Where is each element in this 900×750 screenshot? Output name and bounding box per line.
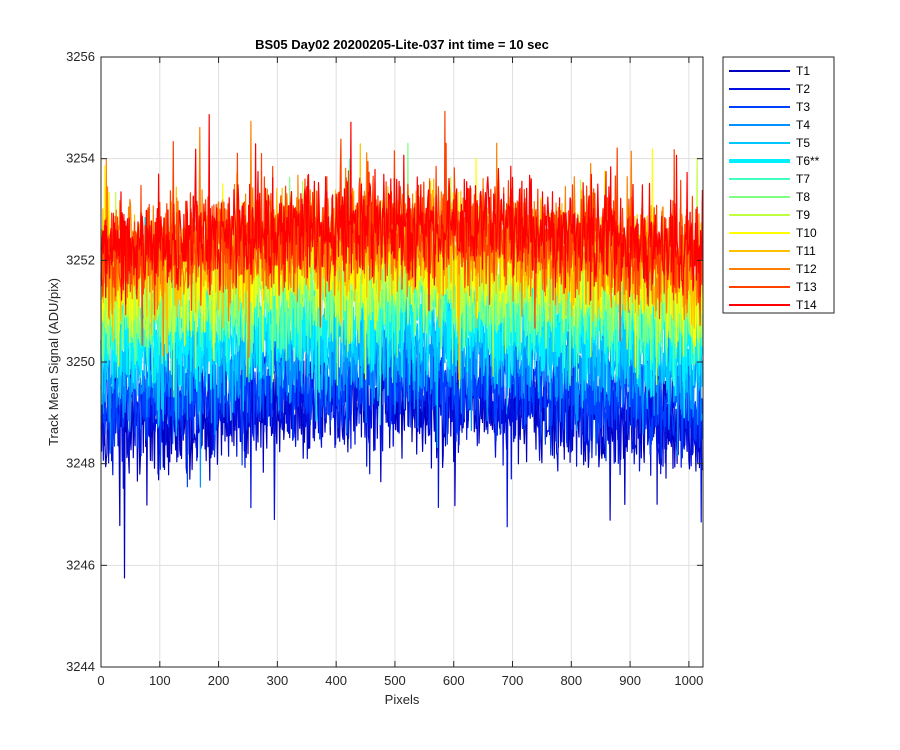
y-tick-label: 3252 (66, 252, 95, 267)
x-tick-label: 400 (325, 673, 347, 688)
legend-label: T4 (796, 118, 810, 132)
y-tick-label: 3246 (66, 557, 95, 572)
legend-label: T10 (796, 226, 817, 240)
legend-label: T1 (796, 64, 810, 78)
legend-label: T11 (796, 244, 816, 258)
legend-label: T8 (796, 190, 810, 204)
legend-label: T9 (796, 208, 810, 222)
legend-label: T12 (796, 262, 817, 276)
legend-label: T6** (796, 154, 820, 168)
x-tick-label: 900 (619, 673, 641, 688)
legend-box (722, 56, 835, 314)
y-tick-label: 3254 (66, 151, 95, 166)
legend-label: T3 (796, 100, 810, 114)
ticks: 0 100 200 300 400 500 600 700 800 900 1000 3244 3246… (66, 49, 703, 688)
y-axis-label: Track Mean Signal (ADU/pix) (46, 278, 61, 446)
legend-label: T2 (796, 82, 810, 96)
x-tick-label: 1000 (674, 673, 703, 688)
legend-label: T14 (796, 298, 817, 312)
legend: T1 T2 T3 T4 T5 T6** T7 T8 T9 T10 T11 T12 T13 T14 (722, 56, 835, 314)
x-tick-label: 600 (443, 673, 465, 688)
series-line-t14 (100, 113, 704, 312)
x-tick-label: 100 (149, 673, 171, 688)
legend-label: T5 (796, 136, 810, 150)
series-group (100, 110, 704, 579)
x-tick-label: 700 (502, 673, 524, 688)
x-tick-label: 800 (560, 673, 582, 688)
y-tick-label: 3248 (66, 456, 95, 471)
x-tick-label: 0 (97, 673, 104, 688)
legend-label: T13 (796, 280, 817, 294)
x-tick-label: 300 (267, 673, 289, 688)
y-tick-label: 3244 (66, 659, 95, 674)
y-tick-label: 3256 (66, 49, 95, 64)
x-axis-label: Pixels (385, 692, 420, 707)
chart-title: BS05 Day02 20200205-Lite-037 int time = … (255, 37, 549, 52)
x-tick-label: 200 (208, 673, 230, 688)
x-tick-label: 500 (384, 673, 406, 688)
y-tick-label: 3250 (66, 354, 95, 369)
legend-label: T7 (796, 172, 810, 186)
